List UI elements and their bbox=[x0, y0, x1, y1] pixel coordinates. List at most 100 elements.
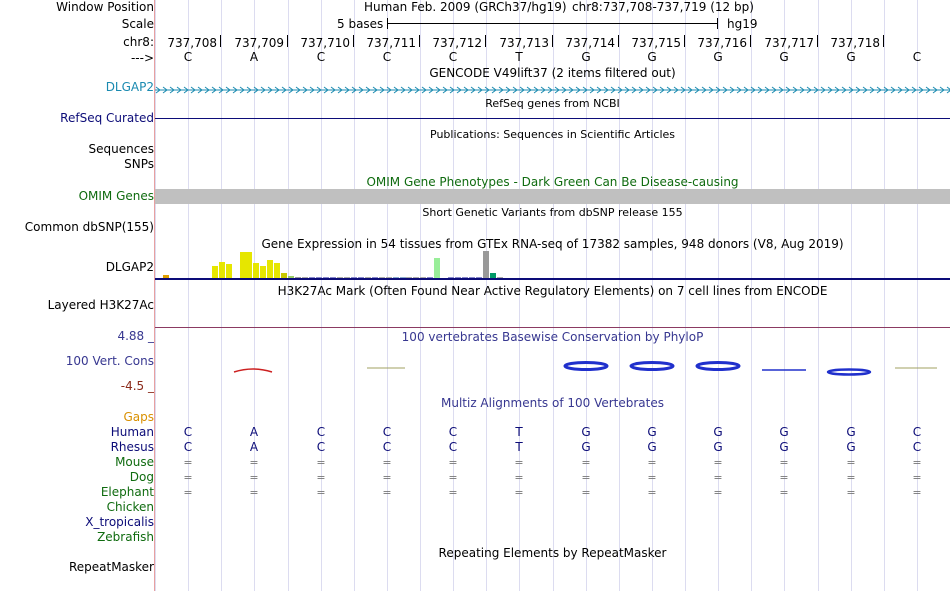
base-letter: T bbox=[515, 50, 523, 64]
grid-line bbox=[619, 0, 620, 591]
gtex-tissue-bar bbox=[246, 252, 252, 278]
mouse-label[interactable]: Mouse bbox=[115, 455, 154, 469]
grid-line bbox=[155, 0, 156, 591]
gtex-tissue-bar bbox=[413, 277, 419, 278]
track-area[interactable]: Human Feb. 2009 (GRCh37/hg19) chr8:737,7… bbox=[155, 0, 950, 591]
scale-db: hg19 bbox=[727, 17, 758, 31]
rhesus-base: G bbox=[647, 440, 657, 454]
mouse-base: = bbox=[514, 456, 524, 469]
gtex-track-label[interactable]: DLGAP2 bbox=[105, 260, 154, 274]
x-tropicalis-label[interactable]: X_tropicalis bbox=[85, 515, 154, 529]
refseq-gene-line[interactable] bbox=[155, 118, 950, 119]
rhesus-base: C bbox=[382, 440, 392, 454]
grid-line bbox=[288, 0, 289, 591]
phylop-signal[interactable] bbox=[155, 355, 950, 380]
elephant-base: = bbox=[183, 486, 193, 499]
dog-base: = bbox=[779, 471, 789, 484]
base-letter: G bbox=[647, 50, 657, 64]
ruler-tick bbox=[750, 35, 751, 47]
publications-title: Publications: Sequences in Scientific Ar… bbox=[430, 128, 675, 141]
refseq-title: RefSeq genes from NCBI bbox=[485, 97, 620, 110]
dbsnp-track-label[interactable]: Common dbSNP(155) bbox=[24, 220, 154, 234]
ruler-tick-label: 737,717 bbox=[764, 36, 814, 50]
gtex-tissue-bar bbox=[302, 277, 308, 278]
scale-label: Scale bbox=[121, 17, 154, 31]
elephant-label[interactable]: Elephant bbox=[100, 485, 154, 499]
gencode-gene-feature[interactable] bbox=[155, 81, 950, 96]
scale-text: 5 bases bbox=[337, 17, 384, 31]
gtex-tissue-bar bbox=[260, 266, 266, 278]
cons-track-label[interactable]: 100 Vert. Cons bbox=[65, 354, 154, 368]
gtex-tissue-bar bbox=[240, 252, 246, 278]
gtex-tissue-bar bbox=[163, 275, 169, 278]
base-letter: G bbox=[779, 50, 789, 64]
gtex-tissue-bar bbox=[288, 276, 294, 278]
mouse-base: = bbox=[713, 456, 723, 469]
ruler-tick-label: 737,714 bbox=[565, 36, 615, 50]
grid-line bbox=[652, 0, 653, 591]
zebrafish-label[interactable]: Zebrafish bbox=[97, 530, 154, 544]
window-position-label: Window Position bbox=[56, 0, 154, 14]
grid-line bbox=[884, 0, 885, 591]
ruler-tick bbox=[287, 35, 288, 47]
gtex-tissue-bar bbox=[281, 273, 287, 278]
ruler-tick-label: 737,711 bbox=[366, 36, 416, 50]
refseq-track-label[interactable]: RefSeq Curated bbox=[60, 111, 154, 125]
label-divider bbox=[154, 0, 155, 591]
gtex-tissue-bar bbox=[372, 277, 378, 278]
h3k27ac-title: H3K27Ac Mark (Often Found Near Active Re… bbox=[277, 284, 828, 298]
base-letter: C bbox=[316, 50, 326, 64]
human-base: C bbox=[448, 425, 458, 439]
chicken-label[interactable]: Chicken bbox=[106, 500, 154, 514]
gtex-tissue-bar bbox=[309, 277, 315, 278]
dog-base: = bbox=[713, 471, 723, 484]
gtex-tissue-bar bbox=[448, 277, 454, 278]
ruler-tick-label: 737,710 bbox=[300, 36, 350, 50]
human-label[interactable]: Human bbox=[110, 425, 154, 439]
ruler-tick bbox=[817, 35, 818, 47]
gtex-tissue-bar bbox=[344, 277, 350, 278]
gencode-track-label[interactable]: DLGAP2 bbox=[105, 80, 154, 94]
elephant-base: = bbox=[316, 486, 326, 499]
sequences-track-label[interactable]: Sequences bbox=[88, 142, 154, 156]
gtex-tissue-bar bbox=[316, 277, 322, 278]
ruler-tick-label: 737,718 bbox=[830, 36, 880, 50]
elephant-base: = bbox=[647, 486, 657, 499]
base-letter: G bbox=[713, 50, 723, 64]
ruler-tick bbox=[220, 35, 221, 47]
gtex-bar-graph[interactable] bbox=[155, 251, 950, 278]
gtex-tissue-bar bbox=[497, 277, 503, 278]
omim-gene-bar[interactable] bbox=[155, 189, 950, 204]
gtex-tissue-bar bbox=[267, 260, 273, 278]
dog-base: = bbox=[316, 471, 326, 484]
gtex-tissue-bar bbox=[323, 277, 329, 278]
elephant-base: = bbox=[514, 486, 524, 499]
grid-line bbox=[851, 0, 852, 591]
gencode-title: GENCODE V49lift37 (2 items filtered out) bbox=[429, 66, 676, 80]
rhesus-base: G bbox=[713, 440, 723, 454]
grid-line bbox=[221, 0, 222, 591]
track-labels: Window Position Scale chr8: ---> DLGAP2 … bbox=[0, 0, 154, 591]
gtex-gene-line bbox=[155, 278, 950, 280]
gtex-tissue-bar bbox=[274, 263, 280, 278]
base-letter: G bbox=[846, 50, 856, 64]
gaps-label[interactable]: Gaps bbox=[123, 410, 154, 424]
h3k27ac-track-label[interactable]: Layered H3K27Ac bbox=[47, 298, 154, 312]
repeatmasker-track-label[interactable]: RepeatMasker bbox=[68, 560, 154, 574]
rhesus-base: C bbox=[448, 440, 458, 454]
snps-track-label[interactable]: SNPs bbox=[124, 157, 154, 171]
elephant-base: = bbox=[912, 486, 922, 499]
dog-base: = bbox=[448, 471, 458, 484]
ruler-tick bbox=[552, 35, 553, 47]
mouse-base: = bbox=[316, 456, 326, 469]
scale-bar-right-cap bbox=[717, 18, 718, 29]
gencode-intron-chevrons bbox=[155, 84, 950, 96]
rhesus-label[interactable]: Rhesus bbox=[110, 440, 154, 454]
ruler-tick bbox=[353, 35, 354, 47]
omim-track-label[interactable]: OMIM Genes bbox=[78, 189, 154, 203]
ruler-tick bbox=[883, 35, 884, 47]
dog-label[interactable]: Dog bbox=[129, 470, 154, 484]
grid-line bbox=[453, 0, 454, 591]
rhesus-base: G bbox=[779, 440, 789, 454]
human-base: C bbox=[316, 425, 326, 439]
